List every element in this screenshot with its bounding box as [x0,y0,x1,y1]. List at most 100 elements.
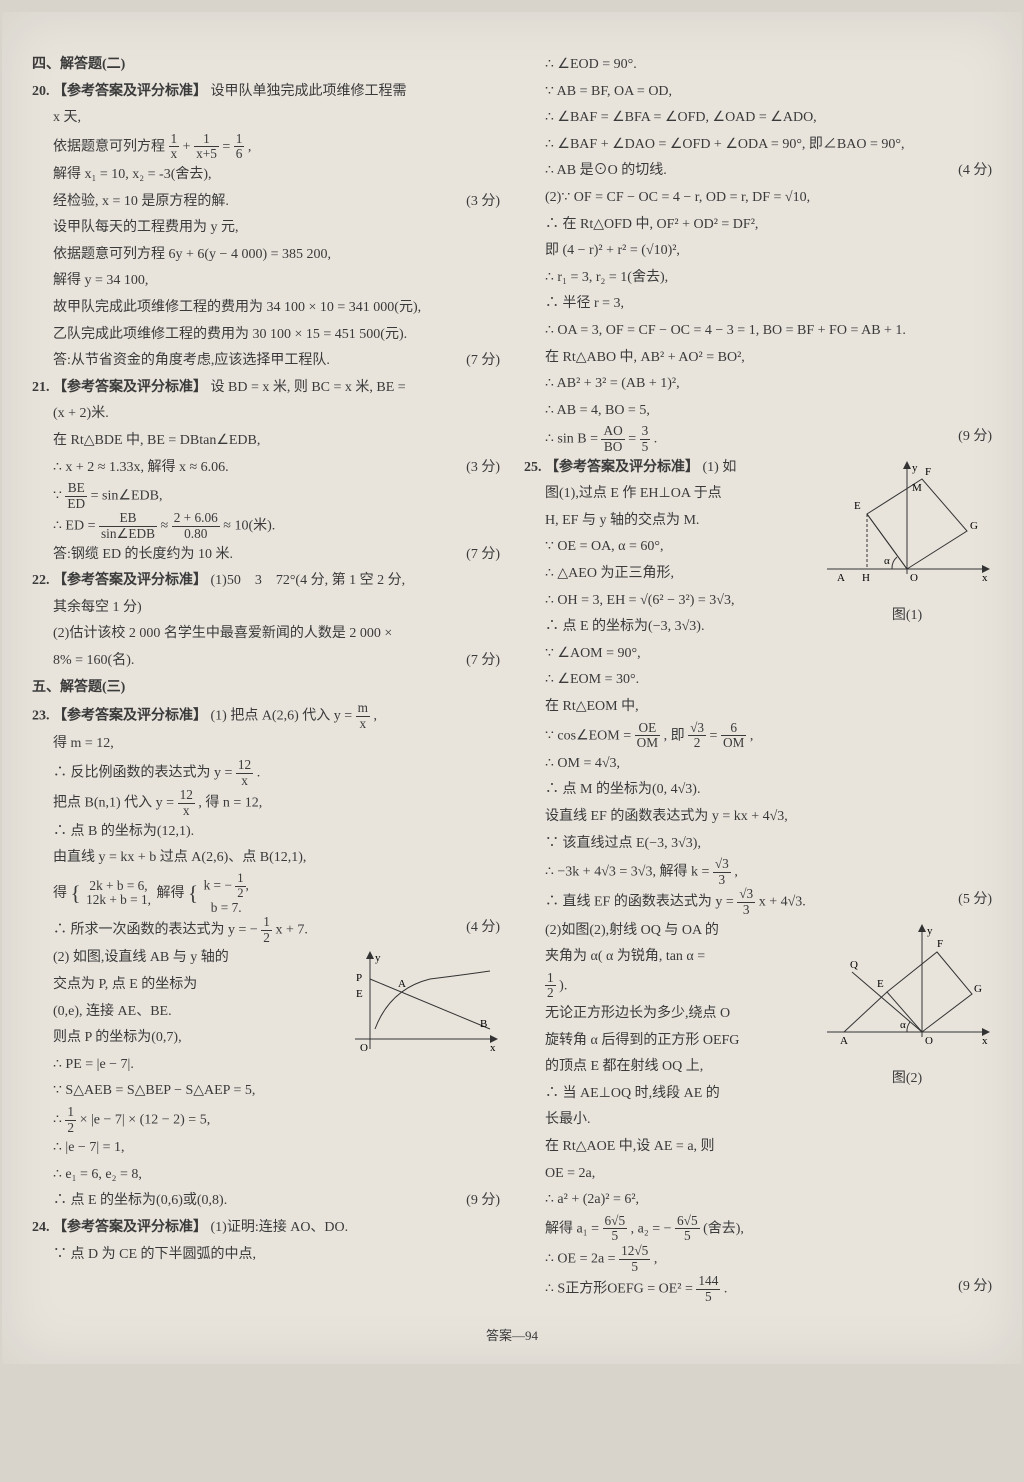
svg-text:F: F [937,938,943,950]
fraction: 2 + 6.060.80 [172,511,220,541]
q25-l29: 解得 a₁ = 6√55 , a₂ = − 6√55 (舍去), [524,1214,992,1244]
fraction: 12 [261,915,272,945]
svg-text:E: E [854,500,861,512]
q23-l4: 把点 B(n,1) 代入 y = 12x , 得 n = 12, [32,788,500,818]
q23-l3: ∴ 反比例函数的表达式为 y = 12x . [32,758,500,788]
fraction: BEED [65,481,87,511]
q25-l17: ∴ 直线 EF 的函数表达式为 y = √33 x + 4√3. (5 分) [524,887,992,917]
svg-text:y: y [912,462,918,474]
fraction: 16 [234,132,245,162]
q20-l3: 依据题意可列方程 1x + 1x+5 = 16 , [32,132,500,162]
score: (9 分) [958,1274,992,1301]
score: (3 分) [466,189,500,216]
score: (5 分) [958,887,992,914]
r-l14: ∴ AB = 4, BO = 5, [524,398,992,425]
q25-l11: ∵ cos∠EOM = OEOM , 即 √32 = 6OM , [524,721,992,751]
fraction: 12 [65,1105,76,1135]
q20-l1: 设甲队单独完成此项维修工程需 [211,84,407,99]
fraction: mx [356,701,370,731]
q25-l9: ∴ ∠EOM = 30°. [524,667,992,694]
svg-text:G: G [974,983,982,995]
q22-l2: 其余每空 1 分) [32,595,500,622]
fraction: 12 [545,971,556,1001]
q20-l5: 经检验, x = 10 是原方程的解.(3 分) [32,189,500,216]
score: (7 分) [466,648,500,675]
q23-l6: 由直线 y = kx + b 过点 A(2,6)、点 B(12,1), [32,845,500,872]
q22-label: 【参考答案及评分标准】 [53,573,207,588]
brace-icon: { [71,881,81,905]
fraction: 1x [169,132,180,162]
svg-text:x: x [982,572,988,584]
q23-line: 23. 【参考答案及评分标准】 (1) 把点 A(2,6) 代入 y = mx … [32,701,500,731]
fraction: √32 [688,721,706,751]
section-5-heading: 五、解答题(三) [32,675,500,702]
q25-l10: 在 Rt△EOM 中, [524,694,992,721]
q24-l2: ∵ 点 D 为 CE 的下半圆弧的中点, [32,1242,500,1269]
q21-l2: (x + 2)米. [32,401,500,428]
q21-line: 21. 【参考答案及评分标准】 设 BD = x 米, 则 BC = x 米, … [32,375,500,402]
q20-l11: 答:从节省资金的角度考虑,应该选择甲工程队.(7 分) [32,348,500,375]
q25-l25: 长最小. [524,1107,992,1134]
q24-number: 24. [32,1220,50,1235]
fraction: 6√55 [603,1214,628,1244]
fraction: OEOM [635,721,660,751]
q23-l8: ∴ 所求一次函数的表达式为 y = − 12 x + 7. (4 分) [32,915,500,945]
fraction: 35 [640,424,651,454]
q22-line: 22. 【参考答案及评分标准】 (1)50 3 72°(4 分, 第 1 空 2… [32,568,500,595]
q21-l3: 在 Rt△BDE 中, BE = DBtan∠EDB, [32,428,500,455]
r-l11: ∴ OA = 3, OF = CF − OC = 4 − 3 = 1, BO =… [524,318,992,345]
svg-text:y: y [927,925,933,937]
fraction: 1445 [696,1274,720,1304]
fraction: 6OM [721,721,746,751]
q23-l2: 得 m = 12, [32,731,500,758]
q23-l16: ∴ |e − 7| = 1, [32,1135,500,1162]
q25-l14: 设直线 EF 的函数表达式为 y = kx + 4√3, [524,804,992,831]
figure-25-2: y x A O E Q F G α 图(2) [822,918,992,1093]
r-l2: ∵ AB = BF, OA = OD, [524,79,992,106]
svg-text:α: α [900,1019,906,1031]
figure-25-1: y x A H O E M F G α 图(1) [822,455,992,630]
r-l5: ∴ AB 是⊙O 的切线.(4 分) [524,158,992,185]
svg-text:O: O [360,1042,368,1054]
q24-line: 24. 【参考答案及评分标准】 (1)证明:连接 AO、DO. [32,1215,500,1242]
q25-l13: ∴ 点 M 的坐标为(0, 4√3). [524,777,992,804]
q24-label: 【参考答案及评分标准】 [53,1220,207,1235]
score: (4 分) [466,915,500,942]
q20-l7: 依据题意可列方程 6y + 6(y − 4 000) = 385 200, [32,242,500,269]
score: (9 分) [958,424,992,451]
svg-text:A: A [837,572,845,584]
q25-fig2-svg: y x A O E Q F G α [822,922,992,1062]
q23-l18: ∴ 点 E 的坐标为(0,6)或(0,8).(9 分) [32,1188,500,1215]
svg-text:E: E [356,988,363,1000]
svg-text:O: O [925,1035,933,1047]
r-l9: ∴ r₁ = 3, r₂ = 1(舍去), [524,265,992,292]
score: (7 分) [466,348,500,375]
r-l13: ∴ AB² + 3² = (AB + 1)², [524,371,992,398]
svg-text:G: G [970,520,978,532]
fraction: 6√55 [675,1214,700,1244]
q23-l14: ∵ S△AEB = S△BEP − S△AEP = 5, [32,1078,500,1105]
q21-l5: ∵ BEED = sin∠EDB, [32,481,500,511]
left-column: 四、解答题(二) 20. 【参考答案及评分标准】 设甲队单独完成此项维修工程需 … [32,52,500,1305]
two-column-layout: 四、解答题(二) 20. 【参考答案及评分标准】 设甲队单独完成此项维修工程需 … [32,52,992,1305]
r-l1: ∴ ∠EOD = 90°. [524,52,992,79]
q21-number: 21. [32,380,50,395]
q20-l10: 乙队完成此项维修工程的费用为 30 100 × 15 = 451 500(元). [32,322,500,349]
q25-l28: ∴ a² + (2a)² = 6², [524,1187,992,1214]
q25-l15: ∵ 该直线过点 E(−3, 3√3), [524,831,992,858]
q23-l15: ∴ 12 × |e − 7| × (12 − 2) = 5, [32,1105,500,1135]
page-footer: 答案—94 [32,1325,992,1344]
q23-diagram-svg: y x P E A B O [350,949,500,1059]
r-l12: 在 Rt△ABO 中, AB² + AO² = BO², [524,345,992,372]
svg-text:y: y [375,952,381,964]
q25-label: 【参考答案及评分标准】 [545,460,699,475]
q25-l31: ∴ S正方形OEFG = OE² = 1445 . (9 分) [524,1274,992,1304]
svg-text:M: M [912,482,922,494]
svg-text:α: α [884,555,890,567]
q21-l4: ∴ x + 2 ≈ 1.33x, 解得 x ≈ 6.06.(3 分) [32,455,500,482]
q25-l27: OE = 2a, [524,1161,992,1188]
q20-line: 20. 【参考答案及评分标准】 设甲队单独完成此项维修工程需 [32,79,500,106]
fig1-caption: 图(1) [822,603,992,630]
q25-l30: ∴ OE = 2a = 12√55 , [524,1244,992,1274]
q20-number: 20. [32,84,50,99]
